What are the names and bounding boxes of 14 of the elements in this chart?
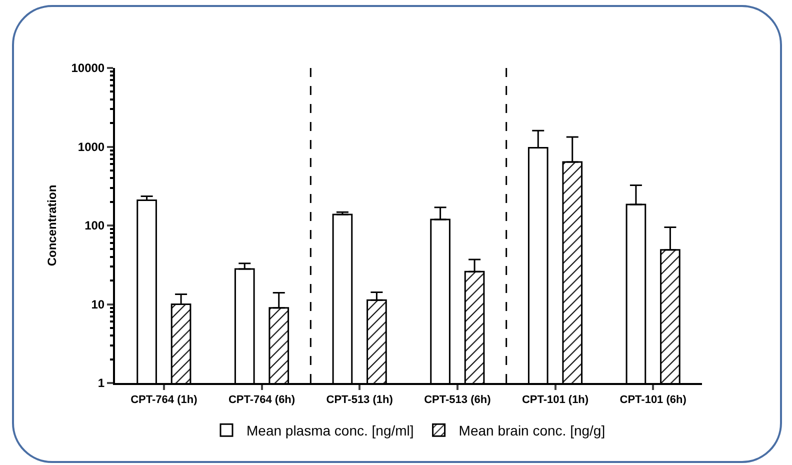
- x-tick-label: CPT-764 (1h): [130, 394, 198, 406]
- x-tick-label: CPT-764 (6h): [228, 394, 296, 406]
- x-tick-label: CPT-101 (1h): [522, 394, 589, 406]
- y-tick-label: 10000: [71, 61, 105, 76]
- x-tick-label: CPT-101 (6h): [620, 394, 687, 406]
- series-label: Mean brain conc. [ng/g]: [458, 422, 606, 439]
- y-tick-label: 1000: [78, 140, 105, 154]
- legend-label: Mean plasma conc. [ng/ml]: [246, 422, 414, 439]
- y-tick-label: 10: [91, 297, 105, 312]
- y-tick-label: 1: [98, 376, 105, 390]
- x-tick-label: CPT-513 (6h): [424, 394, 492, 406]
- y-axis-title: Concentration: [45, 184, 60, 266]
- x-tick-label: CPT-513 (1h): [326, 394, 394, 406]
- y-tick-label: 100: [84, 218, 105, 233]
